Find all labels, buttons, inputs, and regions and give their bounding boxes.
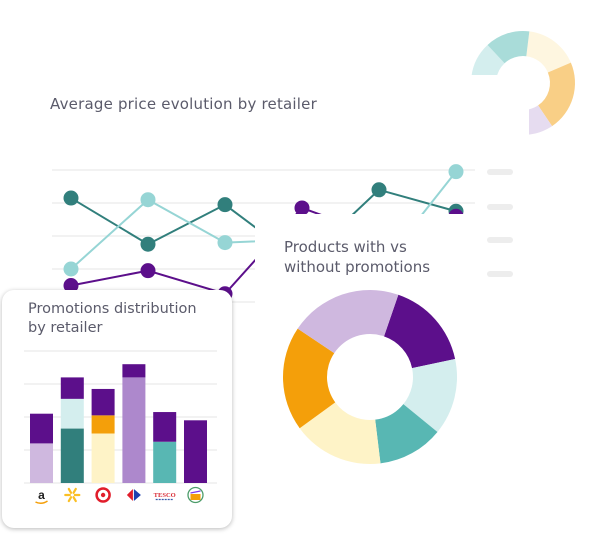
carrefour-left <box>126 489 133 501</box>
donut-segment <box>299 402 381 464</box>
bar-segment <box>122 377 146 483</box>
donut-segment <box>538 62 575 127</box>
tesco-logo-icon: TESCO <box>154 492 176 501</box>
promotions-donut-card: Products with vs without promotions <box>255 214 478 484</box>
bar-chart-title: Promotions distribution by retailer <box>28 301 197 336</box>
donut-segment <box>471 44 505 80</box>
donut-segment <box>526 31 571 73</box>
legend-entry-placeholder <box>487 204 513 210</box>
target-logo-icon <box>95 487 111 503</box>
donut-segment <box>375 404 438 464</box>
basket-body <box>190 494 201 500</box>
carrefour-logo-icon <box>126 489 141 501</box>
bar-segment <box>91 433 115 483</box>
bar-chart-svg: a TESCO <box>24 350 217 505</box>
data-point <box>63 278 79 293</box>
data-point <box>448 164 464 180</box>
bar-segment <box>91 415 115 434</box>
line-chart-title: Average price evolution by retailer <box>50 95 317 113</box>
data-point <box>217 197 233 213</box>
bar-segment <box>91 388 115 416</box>
data-point <box>217 235 233 251</box>
bar-segment <box>122 364 146 378</box>
donut-segment <box>487 31 530 64</box>
tesco-text: TESCO <box>154 492 176 499</box>
basket-logo-icon <box>187 486 204 504</box>
bar-segment <box>60 398 84 429</box>
legend-entry-placeholder <box>487 271 513 277</box>
donut-chart-title: Products with vs without promotions <box>284 238 431 276</box>
donut-segment <box>297 290 399 354</box>
donut-segment <box>403 358 457 432</box>
data-point <box>63 261 79 277</box>
spark-ray <box>67 487 73 494</box>
data-point <box>140 192 156 208</box>
data-point <box>140 236 156 252</box>
bar-segment <box>30 413 53 444</box>
basket-handle <box>190 490 201 494</box>
data-point <box>63 190 79 206</box>
walmart-logo-icon <box>64 487 81 503</box>
target-ring <box>95 487 111 503</box>
bar-segment <box>153 412 177 442</box>
data-point <box>140 263 156 279</box>
spark-ray <box>72 487 77 494</box>
legend-entry-placeholder <box>487 237 513 243</box>
carrefour-right <box>133 489 141 501</box>
bar-segment <box>184 420 207 483</box>
bar-segment <box>30 443 53 483</box>
amazon-smile <box>35 500 48 505</box>
bar-segment <box>60 428 84 483</box>
spark-ray <box>72 496 77 503</box>
donut-segment <box>383 294 456 369</box>
donut-segment <box>283 328 336 429</box>
data-point <box>371 182 387 198</box>
bar-segment <box>153 441 177 483</box>
legend-entry-placeholder <box>487 169 513 175</box>
bar-segment <box>60 377 84 399</box>
spark-ray <box>67 496 73 503</box>
donut-chart-svg <box>283 290 457 464</box>
amazon-logo-icon: a <box>35 488 48 505</box>
promotions-bar-card: Promotions distribution by retailer a TES… <box>2 290 232 528</box>
data-point <box>294 200 310 216</box>
amazon-letter: a <box>38 488 45 502</box>
target-dot <box>100 492 106 498</box>
